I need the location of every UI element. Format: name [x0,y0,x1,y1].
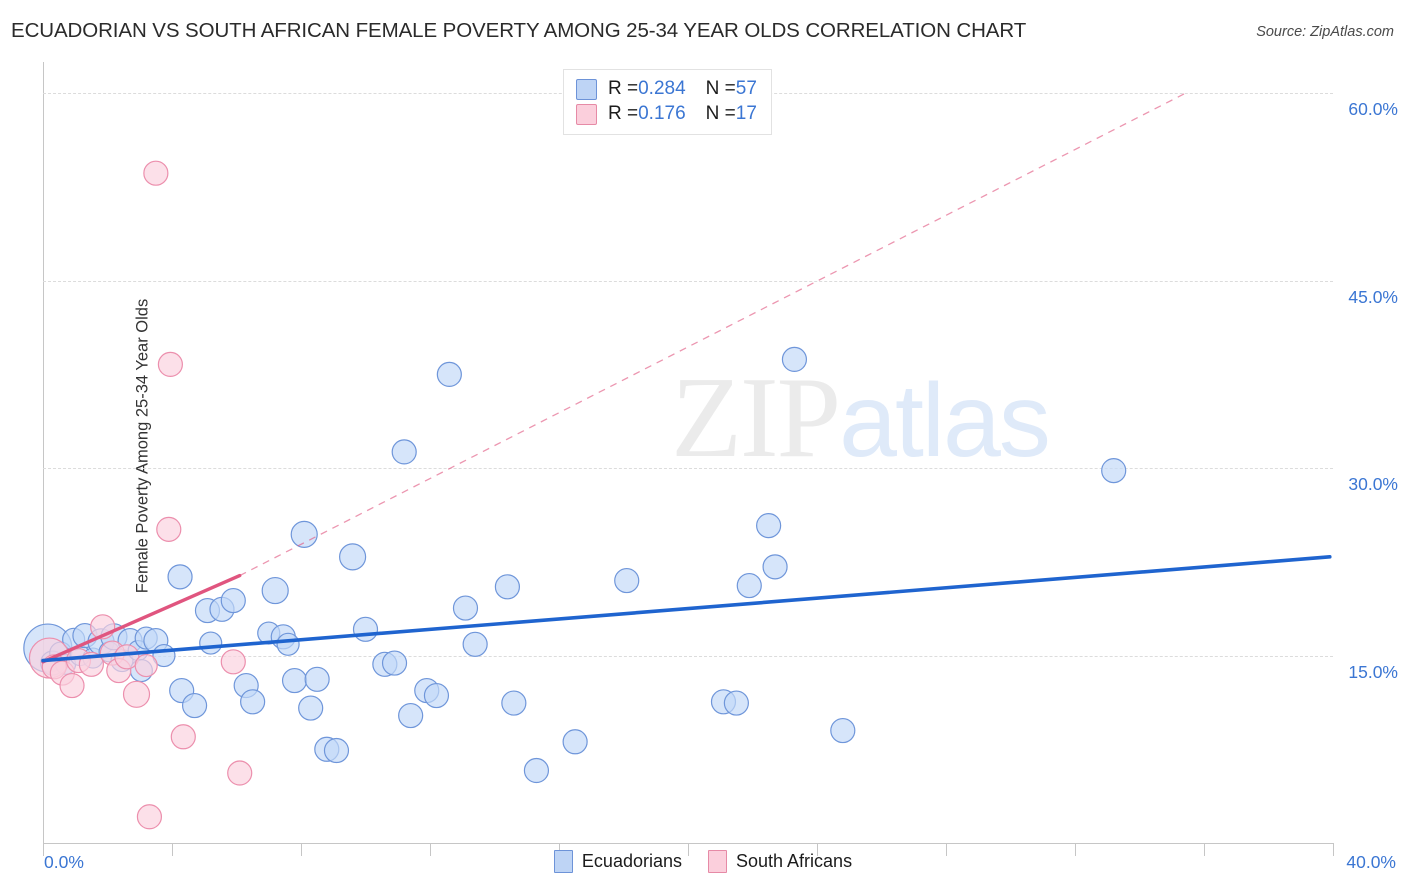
x-axis-max-label: 40.0% [1346,852,1396,872]
data-point[interactable] [220,649,246,675]
swatch-ecuadorians-icon [553,850,573,873]
gridline [43,280,1333,282]
y-axis-tick-label: 15.0% [1348,661,1398,682]
series-legend-label: Ecuadorians [581,851,682,871]
stats-legend: R = 0.284 N = 57 R = 0.176 N = 17 [563,69,772,135]
n-value: 57 [735,78,757,99]
data-point[interactable] [181,692,208,719]
data-point[interactable] [199,631,223,655]
x-axis-tick [430,843,431,856]
data-point[interactable] [240,689,266,715]
data-point[interactable] [523,757,550,784]
swatch-south-africans-icon [708,850,727,873]
series-legend: Ecuadorians South Africans [0,850,1406,873]
data-point[interactable] [298,695,324,721]
data-point[interactable] [170,724,196,750]
series-points-ecuadorians [23,346,1127,784]
data-point[interactable] [762,554,788,580]
n-label: N = [705,103,736,124]
data-point[interactable] [167,564,193,590]
data-point[interactable] [398,702,424,729]
x-axis-tick [946,843,947,856]
y-axis-tick-label: 60.0% [1348,99,1398,120]
stats-legend-row: R = 0.176 N = 17 [576,103,757,125]
source-attribution: Source: ZipAtlas.com [1256,24,1394,40]
n-label: N = [705,78,736,99]
series-points-south-africans [28,160,253,830]
r-label: R = [608,78,639,99]
data-point[interactable] [436,361,462,387]
data-point[interactable] [562,729,588,755]
y-axis-tick-label: 45.0% [1348,286,1398,307]
x-axis-tick [301,843,302,856]
data-point[interactable] [781,346,808,372]
data-point[interactable] [143,160,169,186]
n-value: 17 [735,103,757,124]
data-point[interactable] [462,631,488,657]
y-axis-tick-label: 30.0% [1348,474,1398,495]
data-point[interactable] [391,439,417,465]
r-value: 0.176 [638,103,686,124]
x-axis-tick [172,843,173,856]
series-legend-label: South Africans [736,851,853,871]
swatch-ecuadorians-icon [576,78,597,100]
x-axis-min-label: 0.0% [44,852,84,872]
data-point[interactable] [352,616,379,642]
data-point[interactable] [1101,458,1127,484]
data-point[interactable] [494,574,520,600]
data-point[interactable] [452,595,479,621]
plot-area: ZIPatlas [23,62,1333,843]
data-point[interactable] [290,520,318,548]
trendline-south-africans [41,573,242,664]
x-axis-tick [688,843,689,856]
trendline-ecuadorians [41,555,1332,663]
r-label: R = [608,103,639,124]
data-point[interactable] [156,516,182,542]
data-point[interactable] [227,760,253,786]
gridline [43,468,1333,470]
data-point[interactable] [220,587,246,614]
data-point[interactable] [136,804,163,830]
data-point[interactable] [59,672,85,699]
data-point[interactable] [830,717,856,744]
data-point[interactable] [276,632,300,656]
data-point[interactable] [304,666,330,692]
data-point[interactable] [261,576,289,605]
scatter-plot [23,91,1332,830]
swatch-south-africans-icon [576,103,597,125]
data-point[interactable] [134,653,158,678]
data-point[interactable] [339,543,367,571]
x-axis-tick [1075,843,1076,856]
data-point[interactable] [157,351,183,377]
data-point[interactable] [381,650,408,676]
series-legend-item-south-africans[interactable]: South Africans [708,850,852,873]
data-point[interactable] [122,680,151,708]
data-point[interactable] [736,572,762,599]
y-axis-line [43,62,44,844]
data-point[interactable] [423,682,450,709]
trendline-south-africans-extension [239,91,1189,577]
gridline [43,655,1333,657]
r-value: 0.284 [638,78,686,99]
x-axis-tick [1333,843,1334,856]
data-point[interactable] [756,513,782,539]
data-point[interactable] [281,667,308,694]
data-point[interactable] [323,737,350,764]
data-point[interactable] [723,690,749,716]
stats-legend-row: R = 0.284 N = 57 [576,78,757,100]
data-point[interactable] [614,567,640,594]
x-axis-tick [559,843,560,856]
series-legend-item-ecuadorians[interactable]: Ecuadorians [553,850,682,873]
x-axis-tick [817,843,818,856]
x-axis-tick [43,843,44,856]
data-point[interactable] [501,690,527,716]
page-title: ECUADORIAN VS SOUTH AFRICAN FEMALE POVER… [11,19,1027,42]
x-axis-tick [1204,843,1205,856]
